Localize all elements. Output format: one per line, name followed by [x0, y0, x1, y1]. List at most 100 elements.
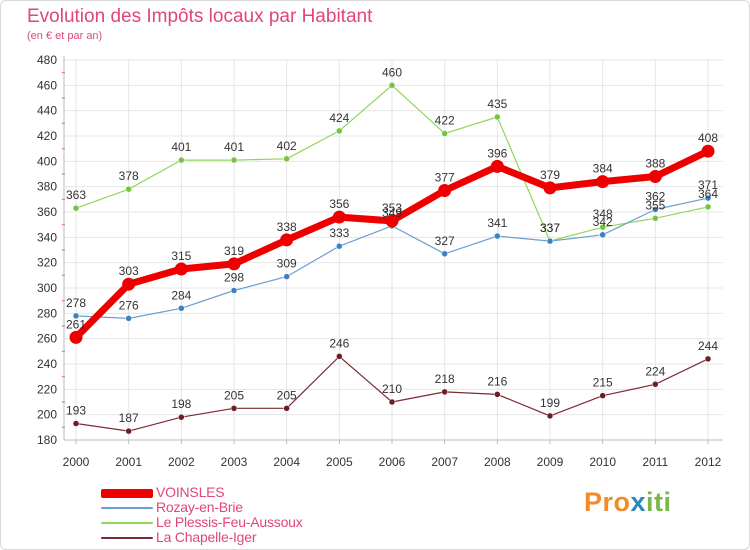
data-label: 396 — [487, 146, 507, 160]
proxiti-logo: Proxiti — [584, 487, 672, 517]
data-label: 435 — [487, 97, 507, 111]
data-label: 348 — [593, 207, 613, 221]
data-label: 379 — [540, 168, 560, 182]
data-label: 284 — [171, 288, 191, 302]
data-point — [336, 353, 343, 360]
data-label: 460 — [382, 65, 402, 79]
data-label: 402 — [277, 139, 297, 153]
x-tick-label: 2009 — [537, 455, 564, 469]
data-point — [652, 206, 659, 213]
data-label: 198 — [171, 397, 191, 411]
x-tick-label: 2002 — [168, 455, 195, 469]
data-label: 261 — [66, 317, 86, 331]
legend-label: Le Plessis-Feu-Aussoux — [156, 514, 303, 530]
y-tick-label: 440 — [37, 104, 57, 118]
x-tick-label: 2005 — [326, 455, 353, 469]
data-label: 371 — [698, 178, 718, 192]
y-tick-label: 200 — [37, 408, 57, 422]
data-point — [599, 392, 606, 399]
data-label: 193 — [66, 404, 86, 418]
data-point — [652, 215, 659, 222]
data-label: 218 — [435, 372, 455, 386]
data-point — [336, 242, 343, 250]
y-tick-label: 220 — [37, 382, 57, 396]
data-label: 355 — [645, 198, 665, 212]
legend-label: VOINSLES — [156, 484, 225, 500]
y-tick-label: 260 — [37, 332, 57, 346]
data-point — [599, 231, 606, 239]
x-tick-label: 2000 — [63, 455, 90, 469]
data-point — [438, 183, 452, 197]
x-tick-label: 2004 — [273, 455, 300, 469]
chart-title: Evolution des Impôts locaux par Habitant — [27, 6, 373, 27]
data-point — [441, 130, 448, 137]
data-point — [283, 273, 290, 280]
data-point — [230, 287, 238, 294]
data-point — [125, 427, 132, 435]
data-label: 216 — [487, 374, 507, 388]
data-label: 315 — [171, 249, 191, 263]
data-point — [178, 156, 185, 164]
data-point — [332, 210, 346, 224]
data-point — [388, 82, 396, 89]
data-label: 341 — [487, 216, 507, 230]
x-tick-label: 2007 — [431, 455, 458, 469]
data-point — [72, 312, 80, 320]
data-label: 362 — [645, 189, 665, 203]
data-label: 276 — [119, 298, 139, 312]
data-point — [178, 305, 185, 312]
legend-swatch — [101, 488, 153, 498]
data-point — [701, 144, 715, 158]
y-tick-label: 320 — [37, 256, 57, 270]
data-label: 338 — [277, 220, 297, 234]
data-label: 424 — [329, 111, 349, 125]
data-label: 353 — [382, 201, 402, 215]
data-point — [652, 381, 659, 388]
data-point — [704, 203, 712, 211]
data-point — [227, 257, 241, 271]
data-label: 401 — [171, 140, 191, 154]
data-label: 337 — [540, 221, 560, 235]
y-tick-label: 340 — [37, 230, 57, 244]
data-label: 384 — [593, 162, 613, 176]
data-label: 319 — [224, 244, 244, 258]
y-tick-label: 400 — [37, 154, 57, 168]
legend-swatch — [101, 507, 153, 509]
data-point — [704, 194, 712, 202]
data-label: 309 — [277, 257, 297, 271]
data-label: 422 — [435, 113, 455, 127]
data-point — [596, 175, 610, 189]
data-label: 364 — [698, 187, 718, 201]
data-label: 337 — [540, 221, 560, 235]
data-label: 187 — [119, 411, 139, 425]
data-point — [546, 412, 554, 420]
data-point — [388, 398, 396, 406]
data-point — [72, 420, 80, 427]
data-point — [494, 391, 501, 398]
data-point — [648, 170, 662, 184]
x-tick-label: 2011 — [642, 455, 668, 469]
data-point — [599, 223, 606, 231]
data-point — [178, 413, 185, 421]
data-label: 327 — [435, 234, 455, 248]
data-label: 333 — [329, 226, 349, 240]
data-label: 210 — [382, 382, 402, 396]
data-label: 342 — [593, 215, 613, 229]
x-tick-label: 2012 — [695, 455, 722, 469]
data-label: 349 — [382, 206, 402, 220]
data-point — [385, 214, 399, 228]
y-tick-label: 380 — [37, 180, 57, 194]
data-label: 224 — [645, 364, 665, 378]
y-tick-label: 460 — [37, 78, 57, 92]
x-tick-label: 2003 — [221, 455, 248, 469]
x-tick-label: 2001 — [115, 455, 142, 469]
data-label: 378 — [119, 169, 139, 183]
data-point — [125, 315, 132, 322]
data-point — [336, 127, 343, 135]
data-label: 401 — [224, 140, 244, 154]
data-point — [441, 250, 448, 258]
data-point — [494, 232, 501, 240]
data-point — [230, 405, 238, 412]
data-label: 278 — [66, 296, 86, 310]
